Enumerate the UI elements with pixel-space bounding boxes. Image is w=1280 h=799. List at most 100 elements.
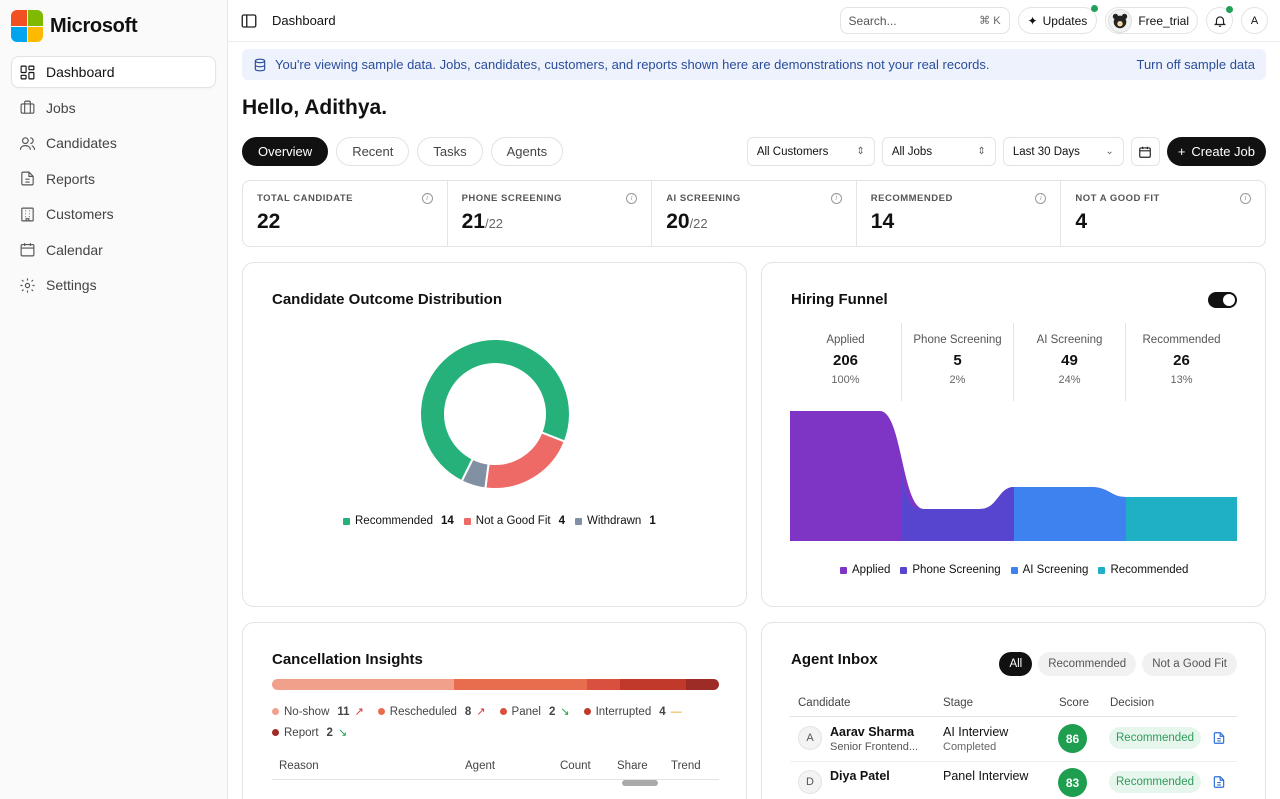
turn-off-sample-link[interactable]: Turn off sample data — [1136, 57, 1255, 72]
table-row[interactable]: D Diya Patel Panel Interview 83 Recommen… — [790, 762, 1237, 799]
calendar-button[interactable] — [1130, 137, 1160, 166]
stat-not-a-good-fit: NOT A GOOD FIT 4 i — [1061, 181, 1265, 246]
cancellation-segment-rescheduled[interactable] — [454, 679, 587, 690]
donut-slice-recommended[interactable] — [419, 338, 571, 483]
outcome-legend: Recommended 14 Not a Good Fit 4 Withdrawn 1 — [343, 515, 656, 527]
customers-select[interactable]: All Customers ⇕ — [746, 137, 875, 166]
tab-recent[interactable]: Recent — [336, 137, 410, 166]
donut-slice-not-a-good-fit[interactable] — [484, 431, 567, 490]
sidebar-item-calendar[interactable]: Calendar — [11, 234, 216, 266]
date-range-select[interactable]: Last 30 Days ⌄ — [1002, 137, 1124, 166]
sidebar-item-dashboard[interactable]: Dashboard — [11, 56, 216, 88]
column-header[interactable]: Count — [560, 760, 591, 772]
legend-count: 2 — [326, 726, 333, 739]
stage-label: Applied — [826, 334, 865, 346]
users-icon — [19, 136, 36, 150]
legend-count: 14 — [440, 515, 454, 527]
avatar[interactable]: A — [1241, 7, 1268, 34]
legend-applied: Applied — [840, 564, 890, 576]
calendar-icon — [20, 243, 35, 257]
cancellation-segment-report[interactable] — [685, 679, 719, 690]
stat-value: 21/22 — [462, 210, 638, 234]
range-value: Last 30 Days — [1012, 145, 1080, 158]
column-header[interactable]: Reason — [279, 760, 319, 772]
column-header[interactable]: Trend — [671, 760, 701, 772]
sidebar-item-reports[interactable]: Reports — [11, 163, 216, 195]
document-icon[interactable] — [1212, 730, 1226, 746]
inbox-table-header: Candidate Stage Score Decision — [790, 695, 1237, 717]
candidate-name[interactable]: Aarav Sharma — [830, 725, 915, 739]
legend-swatch — [343, 517, 350, 525]
briefcase-icon — [20, 100, 35, 114]
candidate-name[interactable]: Diya Patel — [830, 769, 890, 783]
column-header[interactable]: Decision — [1110, 697, 1155, 709]
decision-badge: Recommended — [1109, 727, 1201, 749]
stat-number: 14 — [870, 210, 895, 233]
tab-overview[interactable]: Overview — [242, 137, 329, 166]
stat-number: 20 — [666, 210, 690, 233]
stat-label: AI SCREENING — [666, 193, 741, 204]
stat-value: 14 — [871, 210, 1047, 234]
legend-label: Interrupted — [595, 705, 652, 718]
info-icon[interactable]: i — [830, 193, 842, 204]
horizontal-scrollbar[interactable] — [622, 780, 658, 786]
funnel-area-phone-screening — [902, 471, 1014, 541]
column-header[interactable]: Share — [617, 760, 648, 772]
notifications-button[interactable] — [1206, 6, 1233, 34]
donut-slice-withdrawn[interactable] — [460, 457, 490, 490]
sidebar-item-jobs[interactable]: Jobs — [11, 92, 216, 124]
sidebar-item-settings[interactable]: Settings — [11, 269, 216, 301]
sidebar-item-candidates[interactable]: Candidates — [11, 127, 216, 159]
create-job-button[interactable]: + Create Job — [1166, 137, 1266, 166]
stage-label: Recommended — [1142, 334, 1221, 346]
cancellation-segment-interrupted[interactable] — [619, 679, 686, 690]
column-header[interactable]: Candidate — [798, 697, 851, 709]
stage-value: 5 — [953, 352, 962, 369]
funnel-area-ai-screening — [1014, 487, 1126, 541]
stage-value: 49 — [1061, 352, 1078, 369]
info-icon[interactable]: i — [1239, 193, 1251, 204]
search-input[interactable]: Search... ⌘ K — [839, 7, 1010, 34]
stage-pct: 100% — [831, 374, 860, 386]
sidebar-toggle-icon[interactable] — [240, 12, 258, 30]
legend-count: 8 — [464, 705, 472, 718]
table-row[interactable]: A Aarav Sharma Senior Frontend... AI Int… — [790, 718, 1237, 762]
legend-label: Panel — [511, 705, 541, 718]
sidebar: Microsoft Dashboard Jobs Candidates Repo… — [0, 0, 228, 799]
brand[interactable]: Microsoft — [11, 10, 216, 42]
cancellation-segment-no-show[interactable] — [272, 679, 455, 690]
stage-pct: 13% — [1170, 374, 1193, 386]
calendar-icon — [1139, 146, 1152, 158]
document-icon[interactable] — [1212, 774, 1226, 790]
cancellation-segment-panel[interactable] — [586, 679, 620, 690]
inbox-tab-not-a-good-fit[interactable]: Not a Good Fit — [1142, 652, 1237, 676]
legend-recommended: Recommended 14 — [343, 515, 454, 527]
stats-row: TOTAL CANDIDATE 22 i PHONE SCREENING 21/… — [242, 180, 1266, 247]
legend-rescheduled: Rescheduled 8 ↗ — [377, 705, 486, 718]
updates-button[interactable]: ✦ Updates — [1017, 5, 1099, 34]
info-icon[interactable]: i — [626, 193, 638, 204]
legend-swatch — [272, 708, 279, 715]
candidate-role: Senior Frontend... — [830, 741, 919, 753]
legend-swatch — [463, 517, 471, 525]
tab-tasks[interactable]: Tasks — [417, 137, 483, 166]
sidebar-item-label: Jobs — [46, 99, 76, 116]
funnel-stage-phone-screening: Phone Screening 5 2% — [902, 323, 1014, 401]
trend-down-icon: ↘ — [560, 706, 570, 718]
info-icon[interactable]: i — [421, 193, 433, 204]
database-icon — [254, 58, 266, 71]
toggle-knob — [1223, 294, 1235, 306]
inbox-tab-recommended[interactable]: Recommended — [1038, 652, 1137, 676]
jobs-select[interactable]: All Jobs ⇕ — [881, 137, 996, 166]
profile-button[interactable]: Free_trial — [1105, 7, 1198, 34]
info-icon[interactable]: i — [1035, 193, 1047, 204]
sidebar-item-customers[interactable]: Customers — [11, 198, 216, 230]
sidebar-item-label: Customers — [46, 206, 114, 222]
tab-agents[interactable]: Agents — [490, 137, 564, 166]
inbox-tab-all[interactable]: All — [999, 652, 1033, 676]
column-header[interactable]: Score — [1059, 697, 1090, 709]
column-header[interactable]: Stage — [943, 697, 974, 709]
funnel-toggle[interactable] — [1208, 292, 1237, 308]
funnel-area-recommended — [1126, 497, 1237, 541]
column-header[interactable]: Agent — [465, 760, 496, 772]
